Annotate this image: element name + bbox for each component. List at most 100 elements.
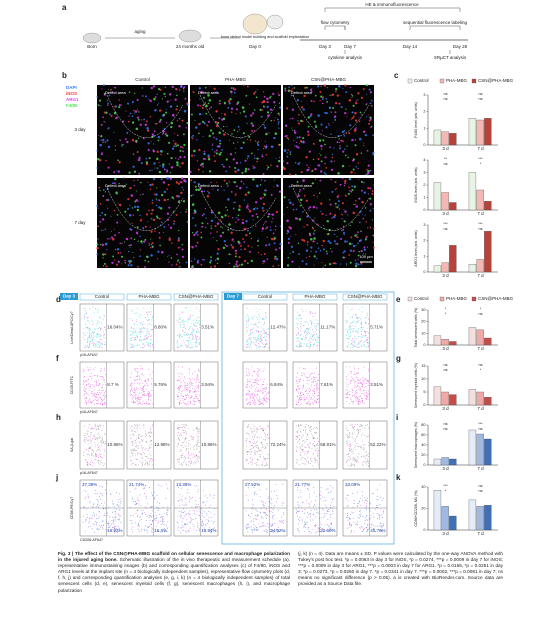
cell <box>210 181 212 184</box>
cell <box>315 124 317 127</box>
cell <box>242 132 245 135</box>
event <box>302 388 304 390</box>
event <box>89 341 91 343</box>
cell <box>144 259 146 262</box>
event <box>133 444 135 446</box>
event <box>313 344 315 346</box>
cell <box>302 187 305 190</box>
event <box>351 371 352 372</box>
event <box>197 370 199 371</box>
event <box>87 463 89 465</box>
cell <box>328 124 331 126</box>
event <box>135 423 137 425</box>
cell <box>154 122 157 125</box>
event <box>139 399 140 401</box>
event <box>91 517 93 519</box>
event <box>263 428 265 430</box>
event <box>258 383 260 385</box>
cell <box>340 213 343 215</box>
event <box>187 318 189 320</box>
event <box>178 334 180 336</box>
cell <box>213 155 216 157</box>
event <box>255 380 257 382</box>
cell <box>360 180 363 183</box>
event <box>92 395 94 397</box>
cell <box>277 123 280 125</box>
cell <box>203 190 206 193</box>
event <box>98 335 100 337</box>
event <box>102 319 104 321</box>
event <box>183 331 185 333</box>
event <box>318 337 319 339</box>
event <box>102 395 104 397</box>
event <box>312 376 314 378</box>
event <box>117 518 119 520</box>
event <box>297 333 299 335</box>
event <box>105 373 107 375</box>
event <box>367 342 369 344</box>
event <box>314 376 316 378</box>
event <box>253 441 255 443</box>
cell <box>345 132 347 135</box>
event <box>133 451 135 453</box>
event <box>263 370 264 372</box>
event <box>139 328 141 330</box>
event <box>196 375 198 377</box>
event <box>356 377 358 379</box>
cell <box>352 244 356 248</box>
event <box>350 398 352 399</box>
event <box>92 306 94 308</box>
event <box>176 459 178 461</box>
cell <box>310 246 313 249</box>
cell <box>351 117 354 120</box>
event <box>141 391 143 393</box>
cell <box>274 255 277 258</box>
event <box>251 366 253 368</box>
event <box>359 425 360 427</box>
event <box>195 427 197 429</box>
event <box>89 369 91 371</box>
event <box>246 441 247 443</box>
cell <box>220 185 223 188</box>
event <box>182 461 184 463</box>
event <box>351 436 353 438</box>
cell <box>201 113 203 115</box>
cell <box>151 242 154 245</box>
event <box>197 391 199 392</box>
y-tick-label: 40 <box>421 485 425 489</box>
cell <box>156 150 160 153</box>
event <box>349 450 350 452</box>
bar <box>484 231 492 273</box>
event <box>101 429 103 431</box>
event <box>178 461 180 463</box>
event <box>364 346 366 348</box>
event <box>98 334 99 336</box>
event <box>130 460 132 462</box>
significance: * <box>445 312 447 316</box>
event <box>190 460 192 462</box>
cell <box>372 234 375 237</box>
cell <box>234 148 236 150</box>
event <box>360 445 362 447</box>
event <box>187 403 189 405</box>
event <box>98 392 100 394</box>
cell <box>197 259 200 262</box>
event <box>144 335 146 337</box>
event <box>193 398 195 400</box>
event <box>298 336 300 338</box>
cell <box>114 234 117 237</box>
event <box>89 400 91 402</box>
event <box>193 388 195 390</box>
event <box>316 444 317 446</box>
event <box>356 373 358 375</box>
cell <box>136 205 140 209</box>
event <box>349 366 351 368</box>
cell <box>277 121 280 124</box>
event <box>98 402 100 404</box>
event <box>260 370 262 372</box>
cell <box>151 202 154 204</box>
event <box>250 323 252 325</box>
cell <box>100 139 102 141</box>
event <box>308 451 310 452</box>
cell <box>144 265 147 268</box>
